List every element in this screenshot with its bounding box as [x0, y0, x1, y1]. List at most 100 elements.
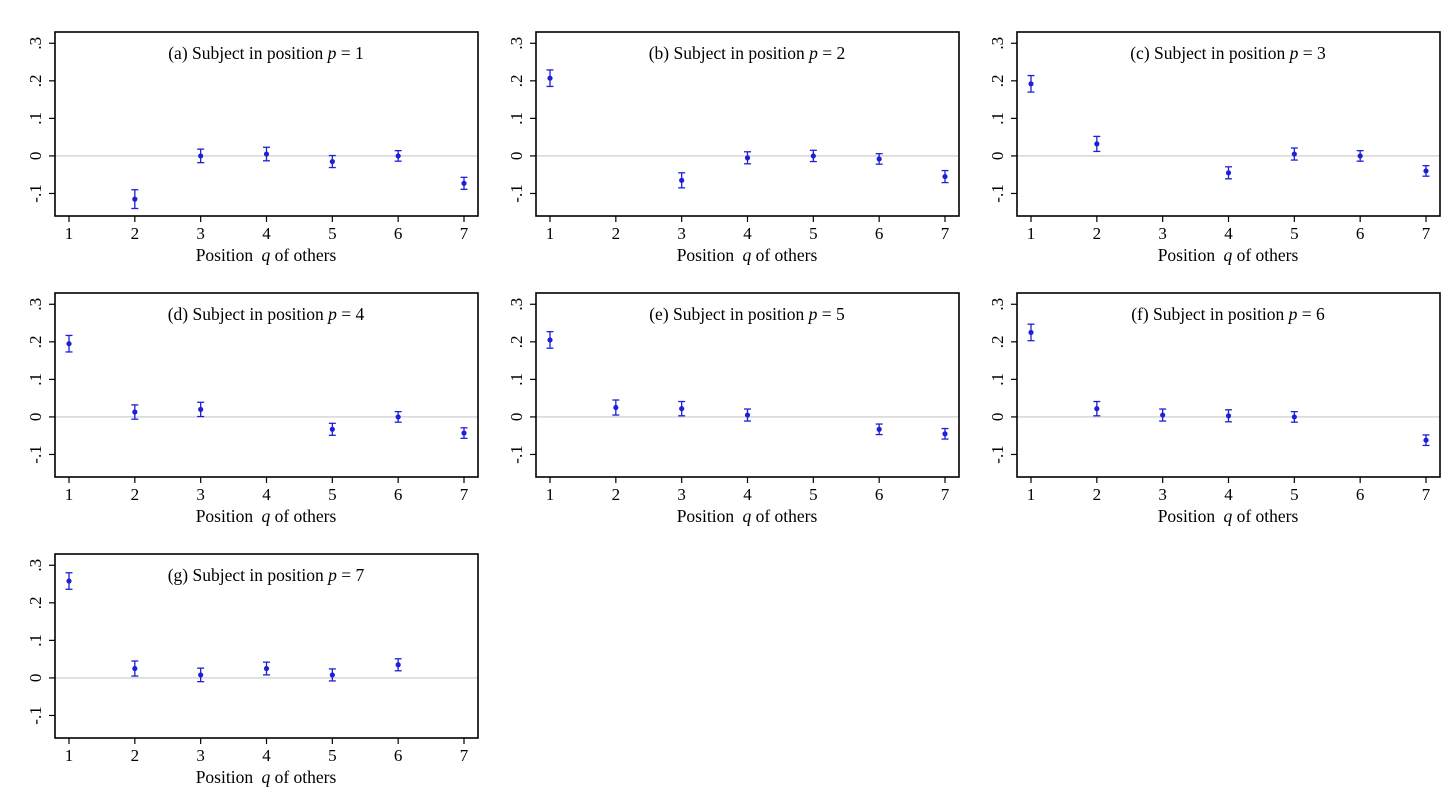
x-tick-label: 4 [743, 224, 752, 243]
x-tick-label: 6 [1356, 224, 1365, 243]
y-tick-label: .1 [507, 112, 526, 125]
x-tick-label: 6 [875, 224, 884, 243]
x-tick-label: 2 [612, 224, 621, 243]
x-tick-label: 1 [1027, 224, 1036, 243]
y-tick-label: .3 [26, 37, 45, 50]
data-point-q1 [546, 69, 554, 88]
x-axis-label: Position q of others [196, 767, 337, 787]
data-point-q2 [131, 404, 139, 420]
x-tick-label: 7 [941, 224, 950, 243]
x-tick-label: 6 [394, 746, 403, 765]
point-estimate [1423, 168, 1429, 174]
data-point-q5 [1290, 411, 1298, 423]
point-estimate [1094, 141, 1100, 147]
x-tick-label: 4 [1224, 485, 1233, 504]
panel-title: (e) Subject in position p = 5 [649, 304, 845, 324]
point-estimate [198, 406, 204, 413]
x-tick-label: 2 [131, 485, 140, 504]
x-tick-label: 1 [546, 485, 555, 504]
x-tick-label: 2 [131, 746, 140, 765]
panel-title: (c) Subject in position p = 3 [1130, 43, 1326, 63]
data-point-q3 [197, 667, 205, 683]
point-estimate [744, 412, 751, 418]
panel-title: (b) Subject in position p = 2 [649, 43, 846, 63]
data-point-q5 [1290, 147, 1298, 161]
point-estimate [1291, 414, 1297, 420]
point-estimate [329, 158, 335, 165]
point-estimate [66, 578, 72, 584]
data-point-q1 [1027, 74, 1035, 93]
data-point-q5 [328, 154, 336, 169]
panel-title: (g) Subject in position p = 7 [168, 565, 365, 585]
y-tick-label: .3 [507, 37, 526, 50]
panel-b: 1 2 3 4 5 6 7 -.1 0 .1 .2 .3 (b) Subject in position… [507, 31, 960, 265]
point-estimate [1423, 437, 1429, 443]
point-estimate [198, 153, 204, 159]
point-estimate [66, 341, 72, 347]
x-tick-label: 1 [65, 485, 74, 504]
y-tick-label: .3 [26, 559, 45, 572]
y-tick-label: -.1 [26, 184, 45, 202]
x-tick-label: 1 [546, 224, 555, 243]
data-point-q2 [1093, 135, 1101, 153]
x-tick-label: 4 [743, 485, 752, 504]
y-tick-label: 0 [26, 413, 45, 422]
x-axis-label: Position q of others [677, 506, 818, 526]
y-tick-label: .1 [26, 634, 45, 647]
y-tick-label: .3 [988, 37, 1007, 50]
x-tick-label: 4 [1224, 224, 1233, 243]
point-estimate [395, 153, 401, 159]
x-tick-label: 3 [196, 485, 205, 504]
y-tick-label: .2 [26, 74, 45, 87]
data-point-q6 [1356, 150, 1364, 162]
y-tick-label: -.1 [26, 445, 45, 463]
point-estimate [942, 431, 948, 437]
data-point-q7 [1422, 434, 1430, 447]
point-estimate [1357, 153, 1363, 159]
x-tick-label: 7 [460, 485, 469, 504]
panel-f: 1 2 3 4 5 6 7 -.1 0 .1 .2 .3 (f) Subject in position… [988, 292, 1441, 526]
x-tick-label: 2 [131, 224, 140, 243]
y-tick-label: .2 [507, 74, 526, 87]
y-tick-label: -.1 [988, 184, 1007, 202]
x-tick-label: 2 [1093, 224, 1102, 243]
panel-title: (d) Subject in position p = 4 [168, 304, 365, 324]
y-tick-label: .2 [988, 74, 1007, 87]
data-point-q1 [65, 572, 73, 590]
point-estimate [810, 153, 816, 159]
data-point-q7 [1422, 165, 1430, 177]
point-estimate [132, 196, 138, 202]
x-tick-label: 7 [460, 224, 469, 243]
x-tick-label: 3 [196, 746, 205, 765]
data-point-q6 [394, 150, 402, 162]
y-tick-label: .1 [988, 373, 1007, 386]
x-axis-label: Position q of others [196, 506, 337, 526]
y-tick-label: .3 [988, 298, 1007, 311]
y-tick-label: .3 [507, 298, 526, 311]
x-tick-label: 5 [328, 224, 337, 243]
data-point-q6 [394, 411, 402, 423]
x-tick-label: 5 [328, 746, 337, 765]
x-tick-label: 1 [1027, 485, 1036, 504]
x-tick-label: 4 [262, 485, 271, 504]
data-point-q3 [678, 400, 686, 417]
x-tick-label: 5 [1290, 224, 1299, 243]
x-tick-label: 6 [394, 224, 403, 243]
y-tick-label: 0 [26, 674, 45, 683]
y-tick-label: -.1 [26, 706, 45, 724]
x-tick-label: 7 [1422, 224, 1431, 243]
x-tick-label: 5 [809, 224, 818, 243]
y-tick-label: .3 [26, 298, 45, 311]
data-point-q1 [546, 331, 554, 349]
point-estimate [198, 672, 204, 678]
x-tick-label: 2 [612, 485, 621, 504]
point-estimate [132, 665, 138, 672]
point-estimate [461, 180, 467, 186]
x-tick-label: 6 [875, 485, 884, 504]
point-estimate [395, 414, 401, 420]
x-axis-label: Position q of others [677, 245, 818, 265]
panel-a: 1 2 3 4 5 6 7 -.1 0 .1 .2 .3 (a) Subject in position… [26, 31, 479, 265]
y-tick-label: .1 [26, 373, 45, 386]
point-estimate [1094, 406, 1100, 412]
data-point-q4 [263, 661, 270, 676]
